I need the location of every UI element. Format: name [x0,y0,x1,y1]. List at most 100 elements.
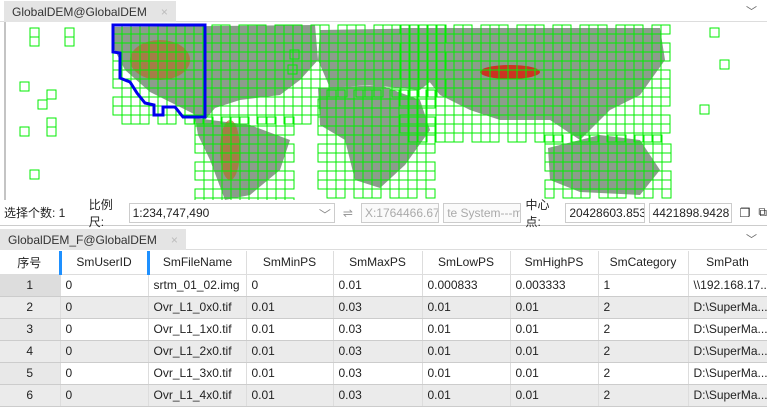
table-cell[interactable]: D:\SuperMa... [688,340,767,363]
table-cell[interactable]: 0.01 [246,340,334,363]
table-cell[interactable]: 0 [246,274,334,297]
tile-cell [257,188,268,199]
column-header[interactable]: SmPath [688,251,767,275]
table-cell[interactable]: 2 [598,384,689,407]
copy-icon[interactable]: ❐ [739,205,751,220]
table-cell[interactable]: D:\SuperMa... [688,384,767,407]
table-cell[interactable]: Ovr_L1_0x0.tif [148,296,247,319]
column-header[interactable]: SmUserID [58,251,150,275]
tile-cell [661,152,672,163]
column-header[interactable]: SmLowPS [422,251,511,275]
row-index[interactable]: 3 [0,318,61,341]
table-cell[interactable]: 2 [598,318,689,341]
column-header[interactable]: SmCategory [598,251,689,275]
table-cell[interactable]: 0.01 [422,384,511,407]
table-cell[interactable]: 0.01 [510,296,599,319]
table-cell[interactable]: 0.01 [422,296,511,319]
table-cell[interactable]: 0 [60,274,149,297]
table-cell[interactable]: Ovr_L1_2x0.tif [148,340,247,363]
table-cell[interactable]: 0.03 [333,318,423,341]
table-cell[interactable]: 0.01 [510,340,599,363]
table-cell[interactable]: 2 [598,340,689,363]
table-cell[interactable]: 0.01 [510,384,599,407]
table-cell[interactable]: 0.03 [333,296,423,319]
table-row[interactable]: 3 0 Ovr_L1_1x0.tif 0.01 0.03 0.01 0.01 2 D:\Supe… [0,318,767,341]
table-cell[interactable]: 0.01 [422,340,511,363]
chevron-down-icon[interactable]: ﹀ [746,234,757,246]
tile-cell [624,51,635,62]
close-icon[interactable]: × [170,233,178,247]
table-cell[interactable]: 0.03 [333,384,423,407]
table-cell[interactable]: 0 [60,296,149,319]
table-cell[interactable]: 0.01 [422,362,511,385]
tab-table[interactable]: GlobalDEM_F@GlobalDEM × [0,229,186,250]
table-cell[interactable]: 0.003333 [510,274,599,297]
column-header[interactable]: SmMinPS [246,251,334,275]
tile-cell [301,78,312,89]
map-view[interactable] [0,22,767,200]
tile-cell [624,123,635,134]
table-cell[interactable]: 2 [598,296,689,319]
table-row[interactable]: 2 0 Ovr_L1_0x0.tif 0.01 0.03 0.01 0.01 2 D:\Supe… [0,296,767,319]
table-cell[interactable]: 0.01 [246,296,334,319]
table-cell[interactable]: 1 [598,274,689,297]
coord-system-field[interactable]: te System---m [443,202,522,223]
table-cell[interactable]: 0 [60,362,149,385]
tile-cell [651,123,662,134]
table-cell[interactable]: 0 [60,384,149,407]
table-cell[interactable]: \\192.168.17... [688,274,767,297]
table-row[interactable]: 4 0 Ovr_L1_2x0.tif 0.01 0.03 0.01 0.01 2 D:\Supe… [0,340,767,363]
table-cell[interactable]: 0.01 [246,362,334,385]
tile-cell [335,161,346,172]
table-cell[interactable]: 0 [60,340,149,363]
tab-title: GlobalDEM@GlobalDEM [12,5,147,19]
table-cell[interactable]: 0.01 [510,362,599,385]
table-cell[interactable]: 0.01 [510,318,599,341]
close-icon[interactable]: × [160,5,168,19]
tile-cell [615,123,626,134]
table-cell[interactable]: 0.01 [246,318,334,341]
table-cell[interactable]: 0 [60,318,149,341]
column-header[interactable]: SmHighPS [510,251,599,275]
table-cell[interactable]: Ovr_L1_1x0.tif [148,318,247,341]
column-header[interactable]: 序号 [0,251,61,275]
table-cell[interactable]: 0.000833 [422,274,511,297]
column-header[interactable]: SmMaxPS [333,251,423,275]
table-row[interactable]: 1 0 srtm_01_02.img 0 0.01 0.000833 0.003333 1 \\… [0,274,767,297]
table-cell[interactable]: D:\SuperMa... [688,318,767,341]
row-index[interactable]: 6 [0,384,61,407]
swap-icon[interactable]: ⇌ [342,205,353,220]
scale-select[interactable]: 1:234,747,490 ﹀ [128,202,335,223]
table-cell[interactable]: srtm_01_02.img [148,274,247,297]
row-index[interactable]: 5 [0,362,61,385]
table-cell[interactable]: 2 [598,362,689,385]
paste-icon[interactable]: ⧉ [758,205,767,219]
table-cell[interactable]: 0.01 [422,318,511,341]
tile-cell [534,123,545,134]
column-header[interactable]: SmFileName [148,251,247,275]
row-index[interactable]: 2 [0,296,61,319]
center-y-field[interactable]: 4421898.9428 [648,202,732,223]
tile-cell [699,104,710,115]
tab-map[interactable]: GlobalDEM@GlobalDEM × [4,1,176,22]
table-row[interactable]: 5 0 Ovr_L1_3x0.tif 0.01 0.03 0.01 0.01 2 D:\Supe… [0,362,767,385]
center-x-field[interactable]: 20428603.853 [565,202,645,223]
table-cell[interactable]: Ovr_L1_4x0.tif [148,384,247,407]
coord-x-field[interactable]: X:1764466.671 [360,202,440,223]
tile-cell [407,134,418,145]
row-index[interactable]: 1 [0,274,61,297]
table-cell[interactable]: D:\SuperMa... [688,362,767,385]
tile-cell [256,96,267,107]
table-cell[interactable]: 0.01 [333,274,423,297]
tile-cell [380,179,391,190]
row-index[interactable]: 4 [0,340,61,363]
table-cell[interactable]: 0.01 [246,384,334,407]
tile-cell [130,42,141,53]
table-cell[interactable]: 0.03 [333,362,423,385]
chevron-down-icon[interactable]: ﹀ [746,6,757,18]
table-cell[interactable]: Ovr_L1_3x0.tif [148,362,247,385]
tile-cell [221,152,232,163]
table-cell[interactable]: D:\SuperMa... [688,296,767,319]
table-cell[interactable]: 0.03 [333,340,423,363]
table-row[interactable]: 6 0 Ovr_L1_4x0.tif 0.01 0.03 0.01 0.01 2 D:\Supe… [0,384,767,407]
